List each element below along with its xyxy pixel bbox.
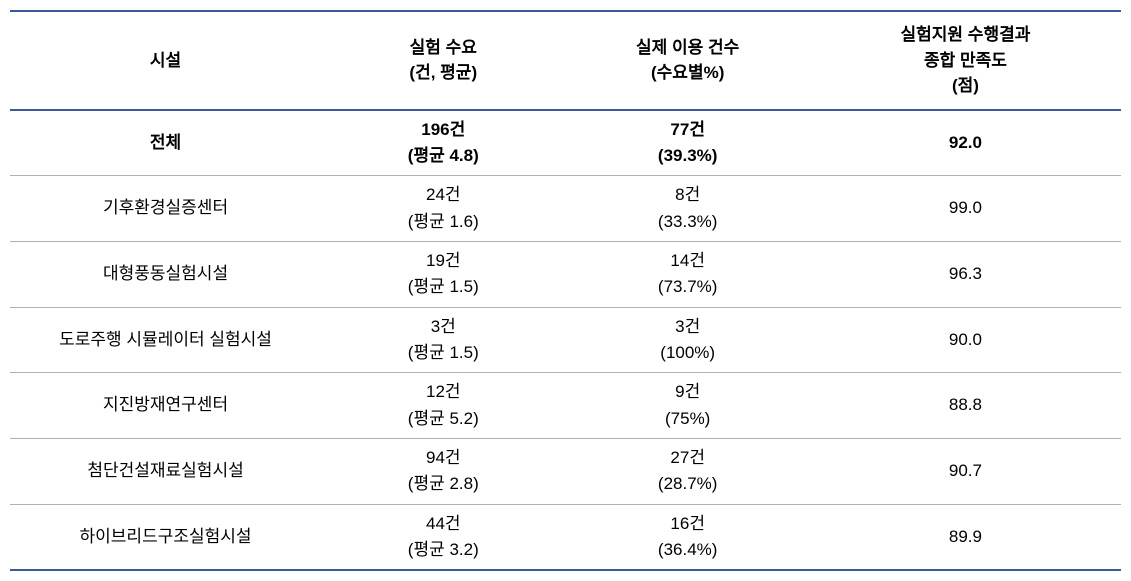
table-row: 첨단건설재료실험시설94건(평균 2.8)27건(28.7%)90.7: [10, 438, 1121, 504]
row-demand-main: 44건: [327, 511, 559, 537]
header-demand-line2: (건, 평균): [327, 60, 559, 86]
row-demand-sub: (평균 1.5): [327, 274, 559, 300]
row-demand: 94건(평균 2.8): [321, 438, 565, 504]
row-score: 90.0: [810, 307, 1121, 373]
row-demand-main: 24건: [327, 182, 559, 208]
row-score: 88.8: [810, 373, 1121, 439]
row-score: 96.3: [810, 241, 1121, 307]
row-usage: 3건(100%): [565, 307, 809, 373]
row-usage: 16건(36.4%): [565, 504, 809, 570]
row-usage-sub: (36.4%): [571, 537, 803, 563]
row-facility: 대형풍동실험시설: [10, 241, 321, 307]
header-demand: 실험 수요 (건, 평균): [321, 11, 565, 110]
table-total-row: 전체 196건 (평균 4.8) 77건 (39.3%) 92.0: [10, 110, 1121, 176]
row-demand: 12건(평균 5.2): [321, 373, 565, 439]
row-demand-sub: (평균 2.8): [327, 471, 559, 497]
row-score: 99.0: [810, 176, 1121, 242]
table-row: 기후환경실증센터24건(평균 1.6)8건(33.3%)99.0: [10, 176, 1121, 242]
table-body: 전체 196건 (평균 4.8) 77건 (39.3%) 92.0 기후환경실증…: [10, 110, 1121, 571]
row-usage-main: 27건: [571, 445, 803, 471]
row-demand-sub: (평균 5.2): [327, 406, 559, 432]
row-demand-sub: (평균 3.2): [327, 537, 559, 563]
header-facility-text: 시설: [150, 51, 181, 70]
total-usage-sub: (39.3%): [571, 143, 803, 169]
row-facility: 첨단건설재료실험시설: [10, 438, 321, 504]
header-demand-line1: 실험 수요: [327, 35, 559, 61]
row-usage: 27건(28.7%): [565, 438, 809, 504]
row-usage: 8건(33.3%): [565, 176, 809, 242]
header-usage-line2: (수요별%): [571, 60, 803, 86]
total-demand-main: 196건: [327, 117, 559, 143]
row-usage: 14건(73.7%): [565, 241, 809, 307]
table-row: 도로주행 시뮬레이터 실험시설3건(평균 1.5)3건(100%)90.0: [10, 307, 1121, 373]
row-demand-sub: (평균 1.6): [327, 209, 559, 235]
row-demand: 44건(평균 3.2): [321, 504, 565, 570]
header-facility: 시설: [10, 11, 321, 110]
total-demand: 196건 (평균 4.8): [321, 110, 565, 176]
header-usage-line1: 실제 이용 건수: [571, 35, 803, 61]
row-usage-sub: (28.7%): [571, 471, 803, 497]
row-usage-main: 16건: [571, 511, 803, 537]
row-usage-main: 8건: [571, 182, 803, 208]
row-score: 90.7: [810, 438, 1121, 504]
row-usage-sub: (73.7%): [571, 274, 803, 300]
total-usage: 77건 (39.3%): [565, 110, 809, 176]
table-row: 대형풍동실험시설19건(평균 1.5)14건(73.7%)96.3: [10, 241, 1121, 307]
row-demand-sub: (평균 1.5): [327, 340, 559, 366]
row-demand: 19건(평균 1.5): [321, 241, 565, 307]
header-score-line2: 종합 만족도: [816, 48, 1115, 74]
row-facility: 하이브리드구조실험시설: [10, 504, 321, 570]
row-usage-main: 3건: [571, 314, 803, 340]
table-row: 하이브리드구조실험시설44건(평균 3.2)16건(36.4%)89.9: [10, 504, 1121, 570]
total-demand-sub: (평균 4.8): [327, 143, 559, 169]
row-usage-sub: (33.3%): [571, 209, 803, 235]
row-score: 89.9: [810, 504, 1121, 570]
row-usage: 9건(75%): [565, 373, 809, 439]
table-row: 지진방재연구센터12건(평균 5.2)9건(75%)88.8: [10, 373, 1121, 439]
row-demand: 24건(평균 1.6): [321, 176, 565, 242]
table-header-row: 시설 실험 수요 (건, 평균) 실제 이용 건수 (수요별%) 실험지원 수행…: [10, 11, 1121, 110]
row-demand-main: 12건: [327, 379, 559, 405]
row-usage-sub: (75%): [571, 406, 803, 432]
row-usage-sub: (100%): [571, 340, 803, 366]
facility-table: 시설 실험 수요 (건, 평균) 실제 이용 건수 (수요별%) 실험지원 수행…: [10, 10, 1121, 571]
row-facility: 도로주행 시뮬레이터 실험시설: [10, 307, 321, 373]
header-usage: 실제 이용 건수 (수요별%): [565, 11, 809, 110]
total-usage-main: 77건: [571, 117, 803, 143]
row-facility: 지진방재연구센터: [10, 373, 321, 439]
row-facility: 기후환경실증센터: [10, 176, 321, 242]
total-score: 92.0: [810, 110, 1121, 176]
row-demand: 3건(평균 1.5): [321, 307, 565, 373]
header-score-line1: 실험지원 수행결과: [816, 22, 1115, 48]
header-score: 실험지원 수행결과 종합 만족도 (점): [810, 11, 1121, 110]
total-facility: 전체: [10, 110, 321, 176]
row-demand-main: 3건: [327, 314, 559, 340]
row-demand-main: 19건: [327, 248, 559, 274]
row-demand-main: 94건: [327, 445, 559, 471]
header-score-line3: (점): [816, 73, 1115, 99]
row-usage-main: 14건: [571, 248, 803, 274]
row-usage-main: 9건: [571, 379, 803, 405]
